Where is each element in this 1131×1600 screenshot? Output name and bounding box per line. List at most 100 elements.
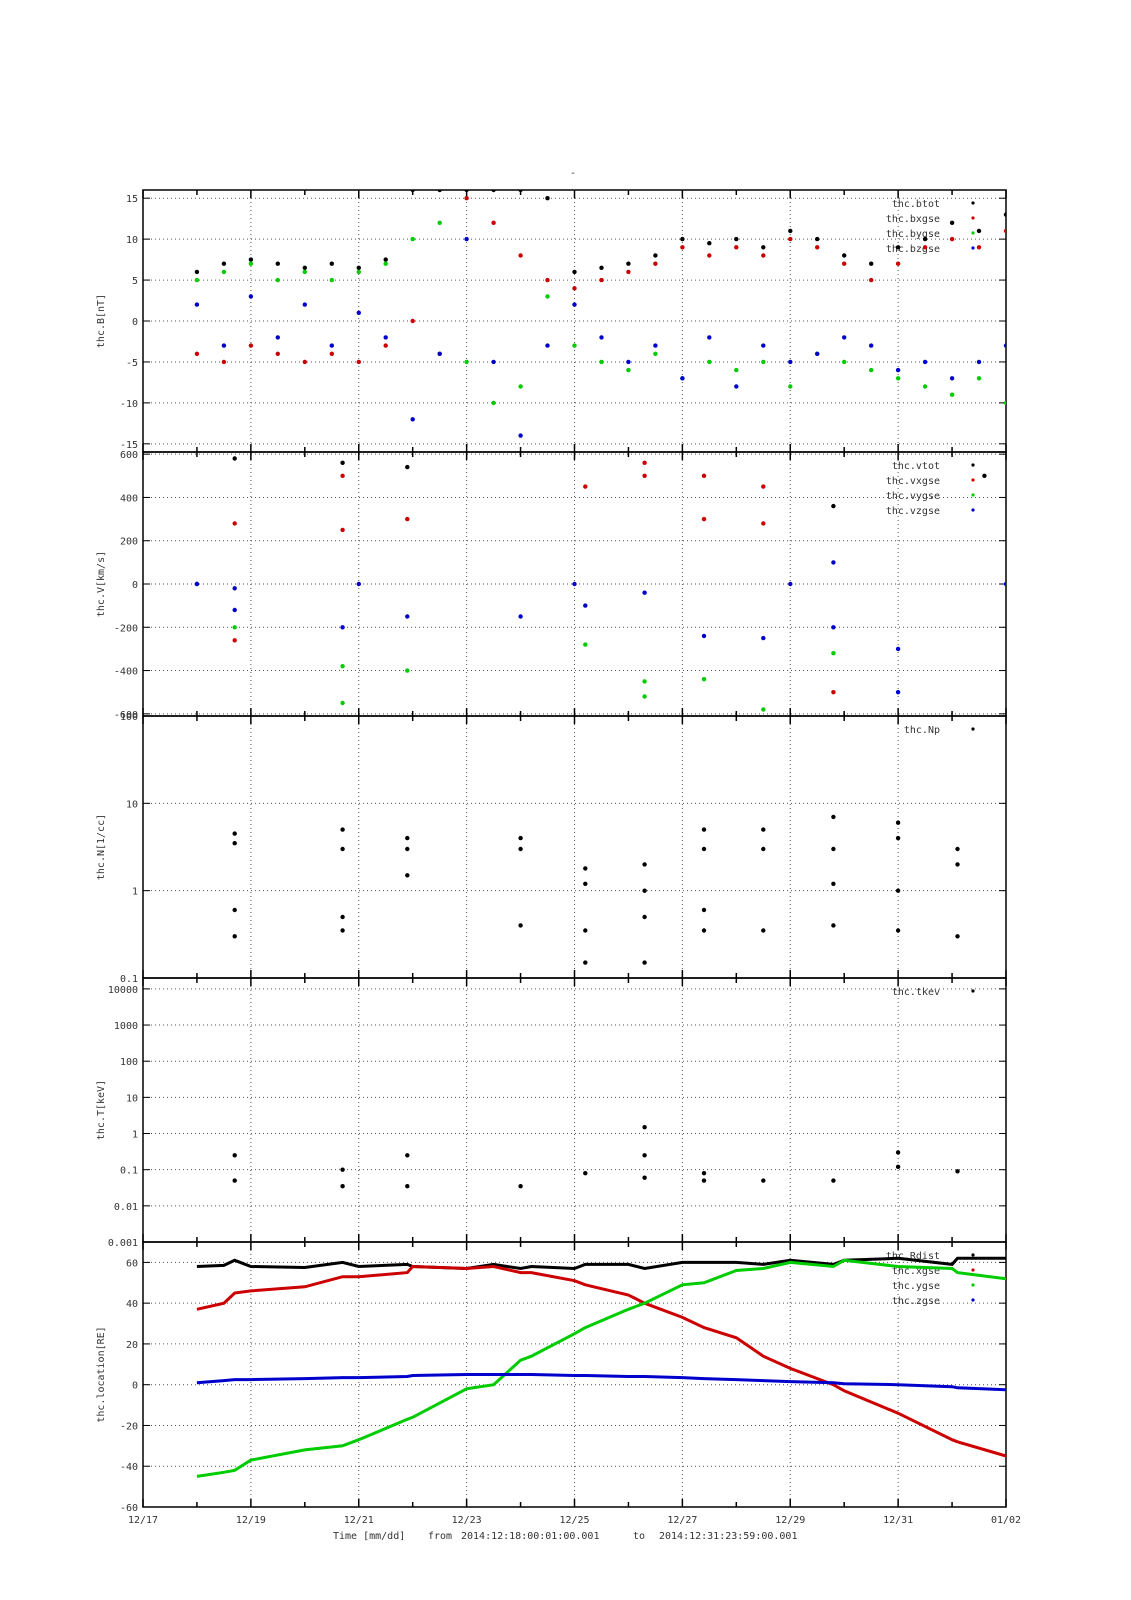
y-tick-label: 10 bbox=[126, 1093, 138, 1104]
data-point bbox=[583, 603, 588, 608]
data-point bbox=[545, 294, 550, 299]
data-point bbox=[599, 359, 604, 365]
y-tick-label: -400 bbox=[114, 667, 138, 678]
data-point bbox=[976, 359, 982, 365]
data-point bbox=[831, 503, 836, 509]
data-point bbox=[949, 220, 955, 225]
data-point bbox=[895, 367, 901, 373]
data-point bbox=[232, 625, 237, 630]
data-point bbox=[707, 359, 712, 365]
y-tick-label: 1 bbox=[132, 1130, 138, 1141]
legend-label: thc.Rdist bbox=[886, 1251, 940, 1262]
data-point bbox=[701, 677, 707, 682]
data-point bbox=[232, 607, 237, 613]
data-point bbox=[761, 635, 766, 641]
y-tick-label: 0.1 bbox=[120, 1166, 138, 1177]
data-point bbox=[922, 384, 928, 389]
y-tick-label: 200 bbox=[120, 537, 138, 548]
data-point bbox=[949, 236, 955, 242]
data-point bbox=[340, 527, 345, 533]
data-point bbox=[895, 690, 901, 695]
data-point bbox=[583, 960, 588, 965]
data-point bbox=[1069, 517, 1073, 521]
data-point bbox=[275, 335, 280, 340]
data-point bbox=[340, 914, 345, 920]
y-axis-title: thc.T[keV] bbox=[96, 1080, 107, 1140]
data-point bbox=[895, 1164, 901, 1170]
data-point bbox=[1112, 302, 1116, 306]
data-point bbox=[842, 253, 847, 258]
data-point bbox=[1003, 400, 1006, 406]
data-point bbox=[1003, 343, 1006, 348]
legend-marker bbox=[971, 727, 975, 731]
panel-data bbox=[232, 814, 960, 965]
y-tick-label: 0 bbox=[132, 317, 138, 328]
panel-data bbox=[232, 1125, 960, 1189]
y-tick-label: -5 bbox=[126, 358, 138, 369]
data-point bbox=[518, 384, 523, 389]
y-tick-label: 0.001 bbox=[108, 1238, 138, 1249]
data-point bbox=[583, 484, 588, 489]
data-point bbox=[653, 253, 658, 258]
data-point bbox=[221, 359, 227, 365]
data-point bbox=[680, 376, 685, 381]
data-point bbox=[405, 668, 410, 673]
y-tick-label: 15 bbox=[126, 194, 138, 205]
data-point bbox=[194, 302, 200, 307]
data-point bbox=[869, 367, 874, 373]
data-point bbox=[437, 220, 442, 225]
data-point bbox=[340, 846, 345, 852]
data-point bbox=[410, 318, 415, 324]
data-point bbox=[405, 614, 410, 619]
data-point bbox=[248, 343, 254, 348]
data-point bbox=[734, 245, 739, 250]
series-line-thc.Rdist bbox=[196, 1256, 1006, 1271]
data-point bbox=[340, 928, 345, 933]
data-point bbox=[761, 484, 766, 489]
data-point bbox=[976, 245, 982, 250]
data-point bbox=[788, 359, 793, 365]
x-tick-label: 12/25 bbox=[559, 1515, 589, 1526]
legend-marker bbox=[971, 1253, 975, 1257]
data-point bbox=[761, 253, 766, 258]
data-point bbox=[701, 1178, 707, 1183]
data-point bbox=[761, 245, 766, 250]
panel-data bbox=[196, 1256, 1006, 1478]
data-point bbox=[1069, 625, 1073, 629]
data-point bbox=[895, 245, 901, 250]
time-from-label: from bbox=[428, 1531, 452, 1542]
data-point bbox=[895, 376, 901, 381]
data-point bbox=[356, 310, 361, 315]
panel-3: 100 10 1 0.1 thc.N[1/cc] thc.Np bbox=[96, 712, 1007, 985]
data-point bbox=[1058, 335, 1062, 339]
data-point bbox=[642, 1153, 647, 1158]
data-point bbox=[761, 1178, 766, 1183]
panel-1: 15 10 5 0 -5 -10 -15 thc.B[nT] thc.btot thc.bxgse… bbox=[96, 189, 1116, 453]
data-point bbox=[1031, 368, 1035, 372]
data-point bbox=[761, 846, 766, 852]
data-point bbox=[976, 228, 982, 234]
data-point bbox=[642, 862, 647, 867]
data-point bbox=[232, 586, 237, 591]
data-point bbox=[701, 1171, 707, 1176]
data-point bbox=[518, 923, 523, 928]
data-point bbox=[491, 359, 496, 365]
data-point bbox=[1031, 221, 1035, 225]
data-point bbox=[405, 835, 410, 841]
data-point bbox=[232, 841, 237, 846]
data-point bbox=[831, 814, 836, 820]
data-point bbox=[895, 928, 901, 933]
legend-label: thc.vzgse bbox=[886, 506, 940, 517]
y-tick-label: 100 bbox=[120, 1057, 138, 1068]
data-point bbox=[383, 261, 388, 266]
legend-marker bbox=[971, 463, 975, 467]
data-point bbox=[491, 190, 496, 193]
y-tick-label: 600 bbox=[120, 450, 138, 461]
data-point bbox=[955, 934, 960, 939]
data-point bbox=[232, 638, 237, 643]
data-point bbox=[572, 581, 577, 587]
data-point bbox=[869, 343, 874, 348]
data-point bbox=[405, 464, 410, 470]
data-point bbox=[599, 265, 604, 270]
panel-4: 10000 1000 100 10 1 0.1 0.01 0.001 thc.T[keV] thc… bbox=[96, 977, 1007, 1249]
